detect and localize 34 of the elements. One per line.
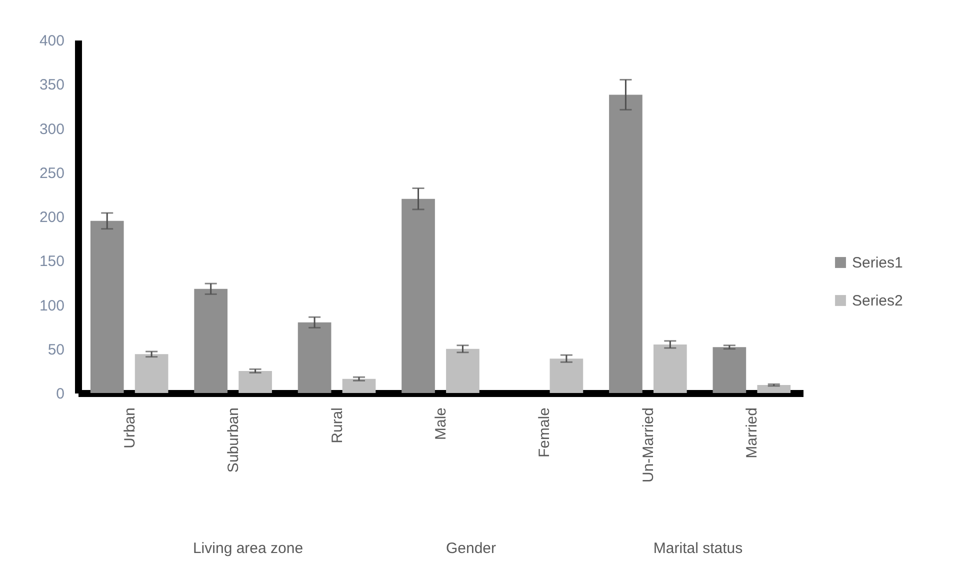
bar [238,370,272,393]
bar [653,344,687,393]
y-tick-label: 350 [39,76,64,94]
bar [194,288,228,393]
y-tick-label: 0 [56,386,64,402]
legend-label: Series1 [852,254,903,272]
bar [134,354,168,393]
x-tick-label: Male [432,408,450,440]
bar [342,378,376,393]
x-tick-label: Un-Married [640,408,657,483]
y-tick-label: 250 [39,164,64,182]
text: Living area zone [192,540,304,557]
y-tick-label: 200 [39,209,64,226]
bar [402,198,435,393]
bar [90,220,124,393]
bar [609,94,642,393]
x-tick-label: Urban [121,408,138,448]
bar [550,358,584,393]
y-tick-label: 300 [39,120,64,138]
legend-label: Series2 [852,292,903,310]
y-tick-label: 150 [39,253,64,270]
bar [757,385,791,393]
y-tick-label: 50 [48,341,64,358]
x-tick-label: Married [744,408,761,458]
bar [712,347,746,393]
bar [446,348,480,393]
x-tick-label: Rural [328,408,346,444]
x-tick-label: Female [536,408,554,458]
x-tick-label: Suburban [225,408,242,473]
bar [298,322,332,393]
y-tick-label: 400 [39,32,64,50]
text: Gender [446,540,496,557]
text: Marital status [653,540,743,557]
y-tick-label: 100 [39,297,64,314]
